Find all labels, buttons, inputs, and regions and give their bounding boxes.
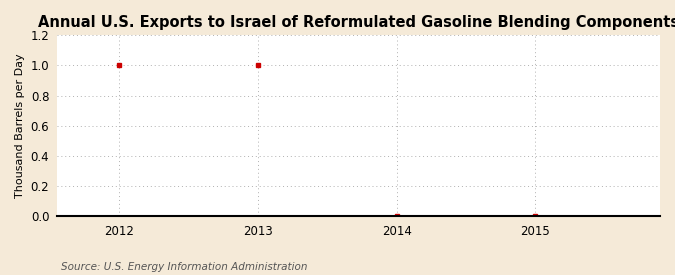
Title: Annual U.S. Exports to Israel of Reformulated Gasoline Blending Components: Annual U.S. Exports to Israel of Reformu…: [38, 15, 675, 30]
Text: Source: U.S. Energy Information Administration: Source: U.S. Energy Information Administ…: [61, 262, 307, 271]
Y-axis label: Thousand Barrels per Day: Thousand Barrels per Day: [15, 53, 25, 198]
